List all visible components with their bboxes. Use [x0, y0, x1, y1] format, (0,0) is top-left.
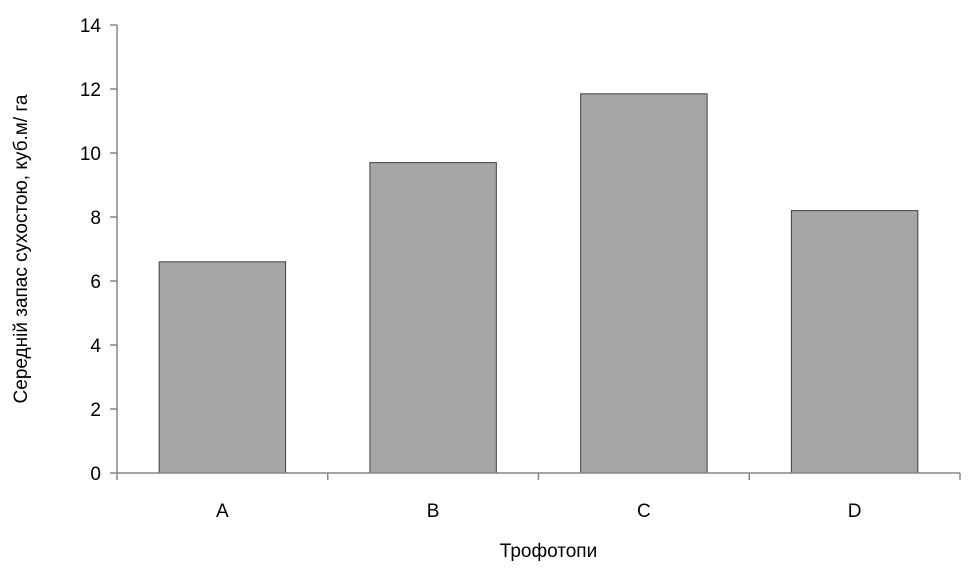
- bars-group: [158, 93, 919, 474]
- y-tick-label: 8: [90, 208, 101, 229]
- bar-B: [369, 162, 497, 474]
- bar-D: [790, 210, 919, 474]
- y-axis-title: Середній запас сухостою, куб.м/ га: [11, 94, 32, 403]
- x-axis-title: Трофотопи: [500, 541, 597, 562]
- y-tick-label: 10: [80, 144, 101, 165]
- x-axis-ticks: A B C D: [116, 473, 961, 522]
- y-tick-label: 4: [90, 336, 101, 357]
- x-tick-label: D: [848, 501, 862, 522]
- bar-C: [580, 93, 708, 474]
- x-tick-label: B: [427, 501, 440, 522]
- x-tick-label: A: [216, 501, 229, 522]
- y-tick-label: 0: [90, 464, 101, 485]
- bar-A: [158, 261, 287, 474]
- y-tick-label: 2: [90, 400, 101, 421]
- x-tick-label: C: [637, 501, 651, 522]
- y-tick-label: 14: [80, 16, 102, 37]
- y-tick-label: 12: [80, 80, 101, 101]
- y-tick-label: 6: [90, 272, 101, 293]
- y-axis-ticks: 0 2 4 6 8 10 12 14: [80, 16, 117, 485]
